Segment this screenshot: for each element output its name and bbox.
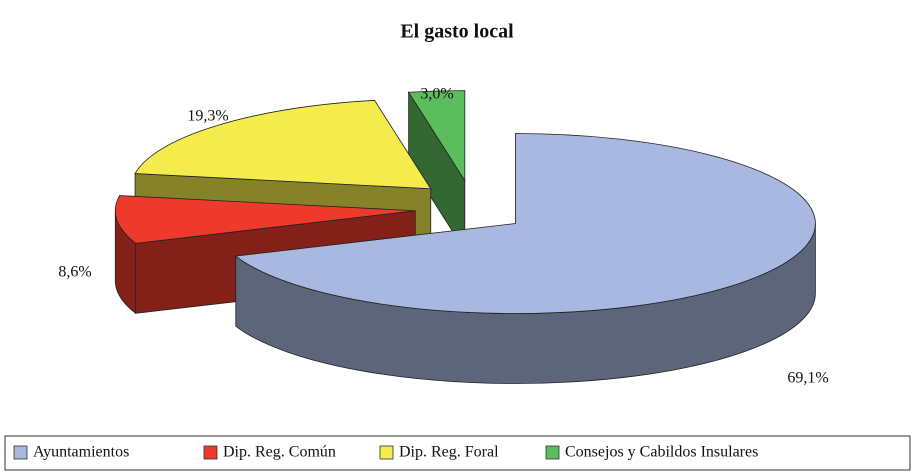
- legend-label: Dip. Reg. Foral: [399, 444, 499, 461]
- data-label: 3,0%: [420, 86, 453, 103]
- legend-swatch: [545, 445, 560, 460]
- slice-top: [407, 90, 466, 182]
- data-label: 69,1%: [787, 370, 828, 387]
- slice-top: [234, 133, 816, 314]
- slice-top: [134, 99, 432, 190]
- legend-swatch: [13, 445, 28, 460]
- legend-swatch: [203, 445, 218, 460]
- legend-box: [4, 435, 911, 471]
- chart-title: El gasto local: [400, 21, 514, 43]
- legend-label: Dip. Reg. Común: [223, 444, 336, 461]
- pie-slice: [407, 90, 466, 252]
- slice-top: [114, 195, 416, 244]
- data-label: 19,3%: [187, 108, 228, 125]
- legend-label: Ayuntamientos: [33, 444, 129, 461]
- legend-swatch: [379, 445, 394, 460]
- data-label: 8,6%: [58, 264, 91, 281]
- legend-label: Consejos y Cabildos Insulares: [565, 444, 758, 461]
- pie-slice: [234, 133, 816, 384]
